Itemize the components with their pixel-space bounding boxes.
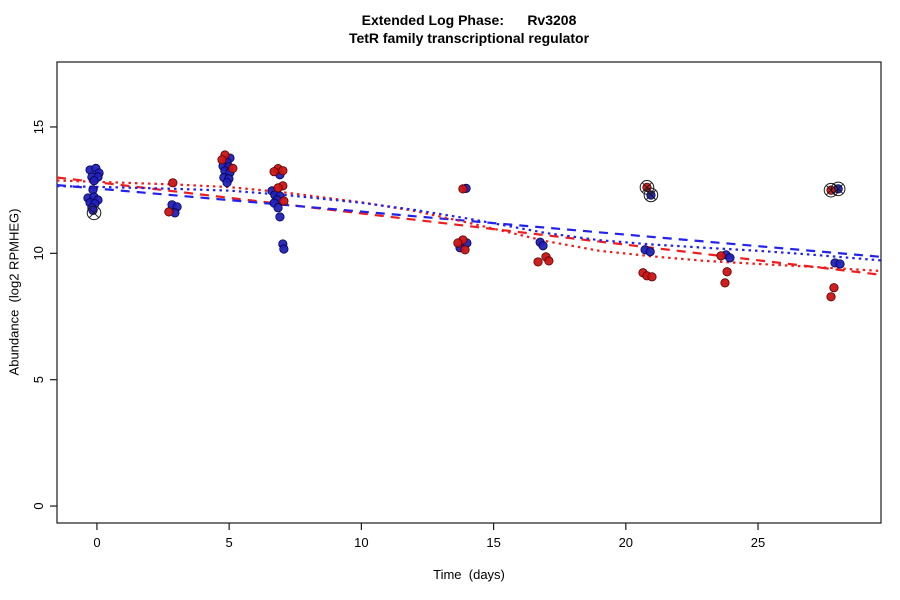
data-point-condition-red (716, 251, 726, 261)
flagged-marker-circle (643, 187, 659, 203)
data-point-condition-blue (279, 244, 289, 254)
data-point-condition-red (279, 196, 289, 206)
flagged-marker-cross (641, 182, 653, 193)
x-tick-label: 20 (619, 535, 633, 550)
data-point-condition-blue (725, 253, 735, 263)
data-point-condition-red (269, 167, 279, 177)
x-axis-label: Time (days) (433, 567, 505, 582)
data-point-condition-red (544, 256, 554, 266)
x-tick-label: 25 (751, 535, 765, 550)
data-point-condition-blue (835, 259, 845, 269)
data-point-condition-blue (645, 247, 655, 257)
y-tick-label: 10 (31, 246, 46, 260)
trend-line-blue-smooth-fit (56, 184, 882, 262)
data-point-condition-blue (538, 241, 548, 251)
data-point-condition-blue (275, 212, 285, 222)
chart-title-line1: Extended Log Phase: Rv3208 (361, 12, 577, 28)
flagged-marker-circle (823, 182, 839, 198)
y-tick-label: 15 (31, 120, 46, 134)
x-tick-label: 5 (226, 535, 233, 550)
flagged-marker-circle (830, 181, 846, 197)
flagged-marker-circle (639, 180, 655, 195)
data-point-condition-red (722, 267, 732, 277)
x-tick-label: 0 (93, 535, 100, 550)
data-point-condition-red (164, 207, 174, 217)
data-point-condition-red (168, 178, 178, 188)
chart-title-line2: TetR family transcriptional regulator (348, 30, 590, 46)
data-point-condition-red (533, 257, 543, 267)
trend-line-red-smooth-fit (56, 179, 882, 273)
data-point-condition-red (273, 183, 283, 193)
data-point-condition-red (278, 166, 288, 176)
plot-box (56, 61, 882, 524)
data-point-condition-red (826, 292, 836, 302)
flagged-marker-circle (86, 205, 102, 221)
y-tick-label: 0 (31, 502, 46, 509)
flagged-marker-cross (832, 183, 844, 195)
x-tick-label: 10 (354, 535, 368, 550)
y-tick-label: 5 (31, 376, 46, 383)
data-point-condition-red (453, 238, 463, 248)
data-point-condition-red (458, 184, 468, 194)
data-point-condition-blue (273, 203, 283, 213)
data-point-condition-red (829, 283, 839, 293)
data-point-condition-blue (89, 176, 99, 186)
trend-line-blue-linear-fit (56, 183, 882, 258)
data-point-condition-blue (222, 177, 232, 188)
flagged-marker-cross (88, 207, 100, 219)
x-tick-label: 15 (486, 535, 500, 550)
data-point-condition-red (217, 155, 227, 165)
flagged-marker-cross (645, 189, 657, 201)
data-point-condition-red (720, 278, 730, 288)
data-point-condition-red (647, 272, 657, 282)
data-point-condition-red (460, 245, 470, 255)
trend-line-red-linear-fit (56, 176, 882, 276)
data-point-condition-red (228, 163, 238, 174)
